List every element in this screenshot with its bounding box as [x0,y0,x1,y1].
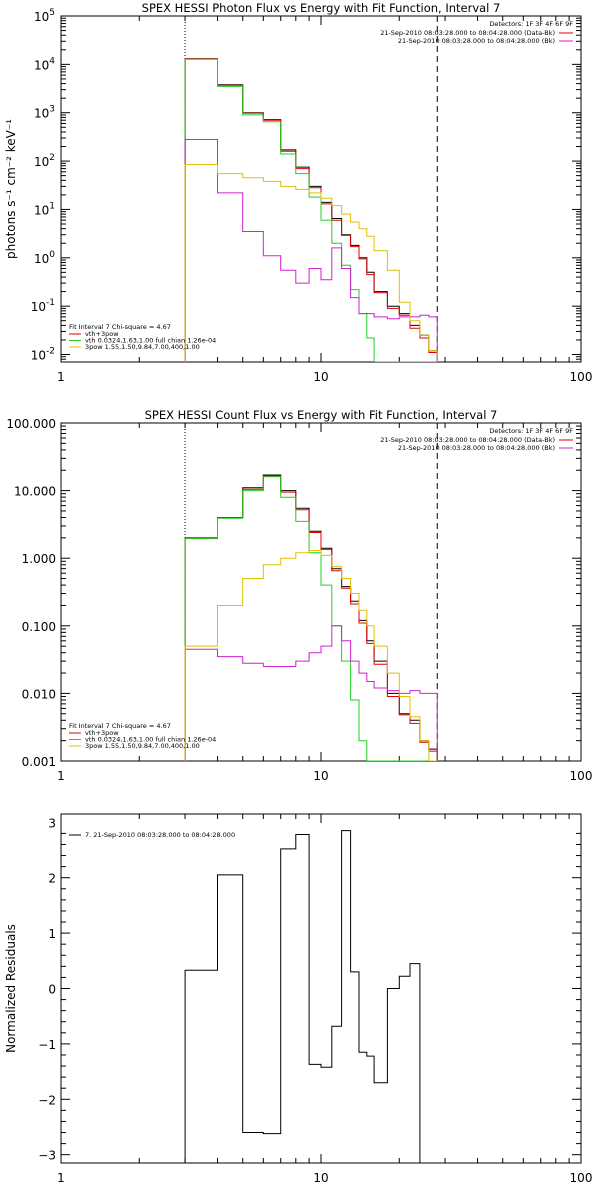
y-tick-exponent: -2 [46,347,55,357]
legend-label: 3pow 1.55,1.50,9.84,7.00,400,1.00 [85,742,200,750]
y-tick-label: 2 [48,872,56,886]
y-tick-label: 105 [34,8,55,24]
detectors-label: Detectors: 1F 3F 4F 6F 9F [489,427,573,435]
time-range-label: 21-Sep-2010 08:03:28.000 to 08:04:28.000… [398,444,555,452]
y-tick-label: −1 [38,1038,56,1052]
series-2-line [184,58,438,362]
y-tick-exponent: 2 [49,153,55,163]
x-tick-label: 1 [57,769,65,783]
y-tick-label: 100.000 [6,417,56,431]
legend-label: vth+3pow [85,330,119,338]
plot-frame [60,422,582,762]
y-tick-label: 100 [34,250,55,266]
y-tick-label: 0 [48,983,56,997]
y-tick-exponent: 0 [49,250,55,260]
y-tick-label: 0.100 [22,620,56,634]
y-tick-label: −3 [38,1149,56,1163]
y-tick-label: 101 [34,201,55,217]
legend-label: vth 0.0324,1.63,1.00 full chian 1.26e-04 [85,337,216,345]
series-3-line [184,625,438,761]
count-flux-panel: SPEX HESSI Count Flux vs Energy with Fit… [6,408,592,783]
legend-label: vth 0.0324,1.63,1.00 full chian 1.26e-04 [85,736,216,744]
photon-flux-panel: SPEX HESSI Photon Flux vs Energy with Fi… [4,1,592,384]
y-axis-label: photons s⁻¹ cm⁻² keV⁻¹ [4,119,18,259]
series-group [184,830,421,1163]
x-tick-label: 100 [570,769,593,783]
y-tick-label: 10-1 [31,298,55,314]
x-tick-label: 1 [57,370,65,384]
y-tick-label: 102 [34,153,55,169]
residuals-panel: 1 10 100 −3 −2 −1 0 1 2 3 Normalized Residuals 7. 2… [4,813,593,1185]
y-tick-label: 0.001 [22,755,56,769]
y-tick-base: 10 [34,107,49,121]
y-tick-label: 10-2 [31,347,55,363]
series-4-line [184,164,438,362]
plot-frame [60,813,582,1164]
time-range-label: 21-Sep-2010 08:03:28.000 to 08:04:28.000… [380,436,555,444]
series-4-line [184,550,438,761]
legend-label: vth+3pow [85,729,119,737]
series-0-line [184,830,421,1163]
series-2-line [184,476,438,761]
chart-title: SPEX HESSI Photon Flux vs Energy with Fi… [142,1,501,15]
series-3-line [184,139,438,362]
y-tick-base: 10 [34,203,49,217]
time-range-label: 21-Sep-2010 08:03:28.000 to 08:04:28.000… [398,37,555,45]
y-tick-exponent: -1 [46,298,55,308]
x-tick-label: 100 [570,370,593,384]
x-tick-label: 10 [313,1171,328,1185]
series-group [184,474,438,761]
y-tick-label: 103 [34,105,55,121]
y-tick-base: 10 [34,252,49,266]
legend-label: 3pow 1.55,1.50,9.84,7.00,400,1.00 [85,343,200,351]
y-tick-base: 10 [31,300,46,314]
y-tick-exponent: 1 [49,201,55,211]
y-tick-base: 10 [34,155,49,169]
y-tick-exponent: 4 [49,56,55,66]
x-tick-label: 10 [313,769,328,783]
y-tick-base: 10 [31,349,46,363]
x-tick-label: 1 [57,1171,65,1185]
y-tick-label: −2 [38,1093,56,1107]
y-tick-base: 10 [34,58,49,72]
x-tick-label: 100 [570,1171,593,1185]
y-axis-label: Normalized Residuals [4,924,18,1053]
y-tick-base: 10 [34,10,49,24]
y-tick-label: 1.000 [22,552,56,566]
y-tick-exponent: 3 [49,105,55,115]
y-tick-exponent: 5 [49,8,55,18]
series-group [184,58,438,362]
fit-interval-label: Fit Interval 7 Chi-square = 4.67 [69,323,171,331]
detectors-label: Detectors: 1F 3F 4F 6F 9F [489,20,573,28]
y-tick-label: 0.010 [22,687,56,701]
y-tick-label: 104 [34,56,55,72]
chart-title: SPEX HESSI Count Flux vs Energy with Fit… [145,408,498,422]
y-tick-label: 3 [48,816,56,830]
y-tick-label: 1 [48,927,56,941]
time-range-label: 21-Sep-2010 08:03:28.000 to 08:04:28.000… [380,29,555,37]
y-tick-label: 10.000 [14,485,56,499]
fit-interval-label: Fit Interval 7 Chi-square = 4.67 [69,722,171,730]
x-tick-label: 10 [313,370,328,384]
legend-label: 7. 21-Sep-2010 08:03:28.000 to 08:04:28.… [85,831,235,839]
